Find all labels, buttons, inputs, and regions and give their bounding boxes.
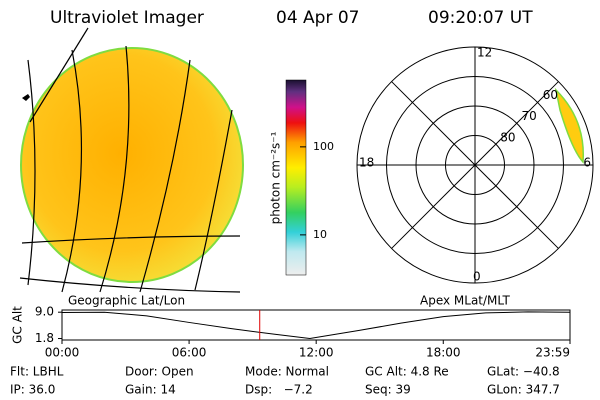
colorbar-label: photon cm⁻²s⁻¹ [269, 131, 283, 224]
y-axis-label: GC Alt [11, 306, 25, 344]
altitude-line [61, 311, 571, 340]
status-field: GLat: −40.8 [487, 365, 560, 379]
status-field: Flt: LBHL [10, 365, 64, 379]
colorbar-tick-label: 10 [313, 228, 327, 241]
mlt-label: 6 [583, 156, 591, 170]
x-tick-label: 06:00 [172, 346, 207, 360]
ring-label: 80 [500, 130, 515, 144]
projection-label: Apex MLat/MLT [420, 294, 510, 308]
x-tick-label: 12:00 [299, 346, 334, 360]
polar-ring [415, 105, 535, 225]
projection-label: Geographic Lat/Lon [68, 294, 185, 308]
title: Ultraviolet Imager [50, 8, 204, 28]
status-field: Door: Open [125, 365, 194, 379]
time: 09:20:07 UT [428, 8, 533, 28]
colorbar [285, 79, 307, 276]
polar-ring [386, 76, 564, 254]
x-tick-label: 18:00 [426, 346, 461, 360]
ring-label: 60 [543, 88, 558, 102]
mlt-label: 12 [477, 46, 492, 60]
plot-frame [61, 309, 571, 341]
status-field: IP: 36.0 [10, 383, 55, 397]
ring-label: 70 [521, 109, 536, 123]
mlt-label: 18 [359, 156, 374, 170]
status-field: Seq: 39 [365, 383, 411, 397]
x-tick-label: 23:59 [535, 346, 570, 360]
status-field: GC Alt: 4.8 Re [365, 365, 449, 379]
date: 04 Apr 07 [276, 8, 359, 28]
colorbar-tick-label: 100 [313, 140, 334, 153]
y-tick-label: 1.8 [35, 331, 54, 345]
earth-image [19, 27, 244, 293]
polar-axis [391, 81, 559, 249]
x-tick-label: 00:00 [45, 346, 80, 360]
y-tick-label: 9.0 [35, 305, 54, 319]
mlt-label: 0 [473, 270, 481, 284]
status-field: Gain: 14 [125, 383, 176, 397]
status-field: Dsp: −7.2 [245, 383, 313, 397]
status-field: Mode: Normal [245, 365, 329, 379]
status-field: GLon: 347.7 [487, 383, 560, 397]
aurora-oval [554, 87, 585, 164]
polar-ring [445, 135, 505, 195]
